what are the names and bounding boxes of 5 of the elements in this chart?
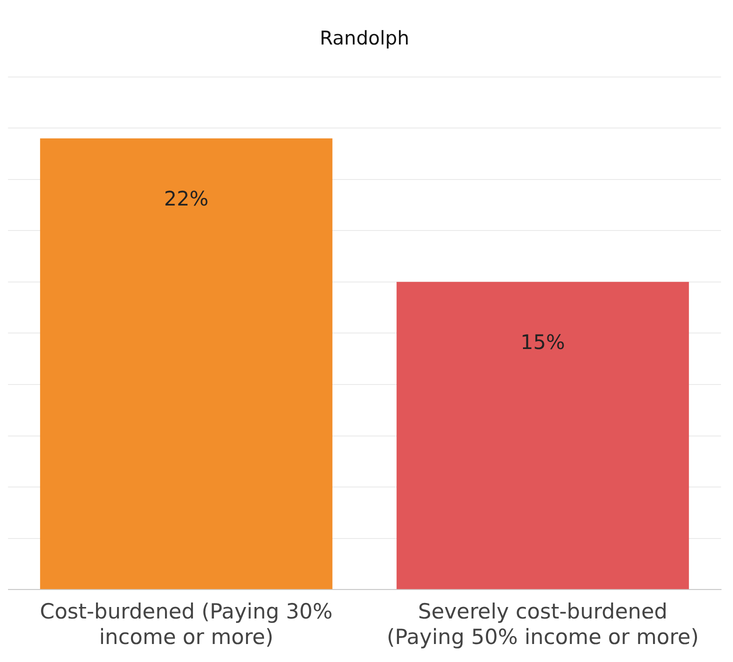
- chart-title: Randolph: [320, 27, 410, 50]
- data-label: 15%: [520, 330, 565, 354]
- data-label: 22%: [164, 186, 208, 211]
- x-tick-label: Severely cost-burdened (Paying 50% income or more): [386, 600, 699, 649]
- x-tick-label: Cost-burdened (Paying 30% income or more): [40, 600, 333, 649]
